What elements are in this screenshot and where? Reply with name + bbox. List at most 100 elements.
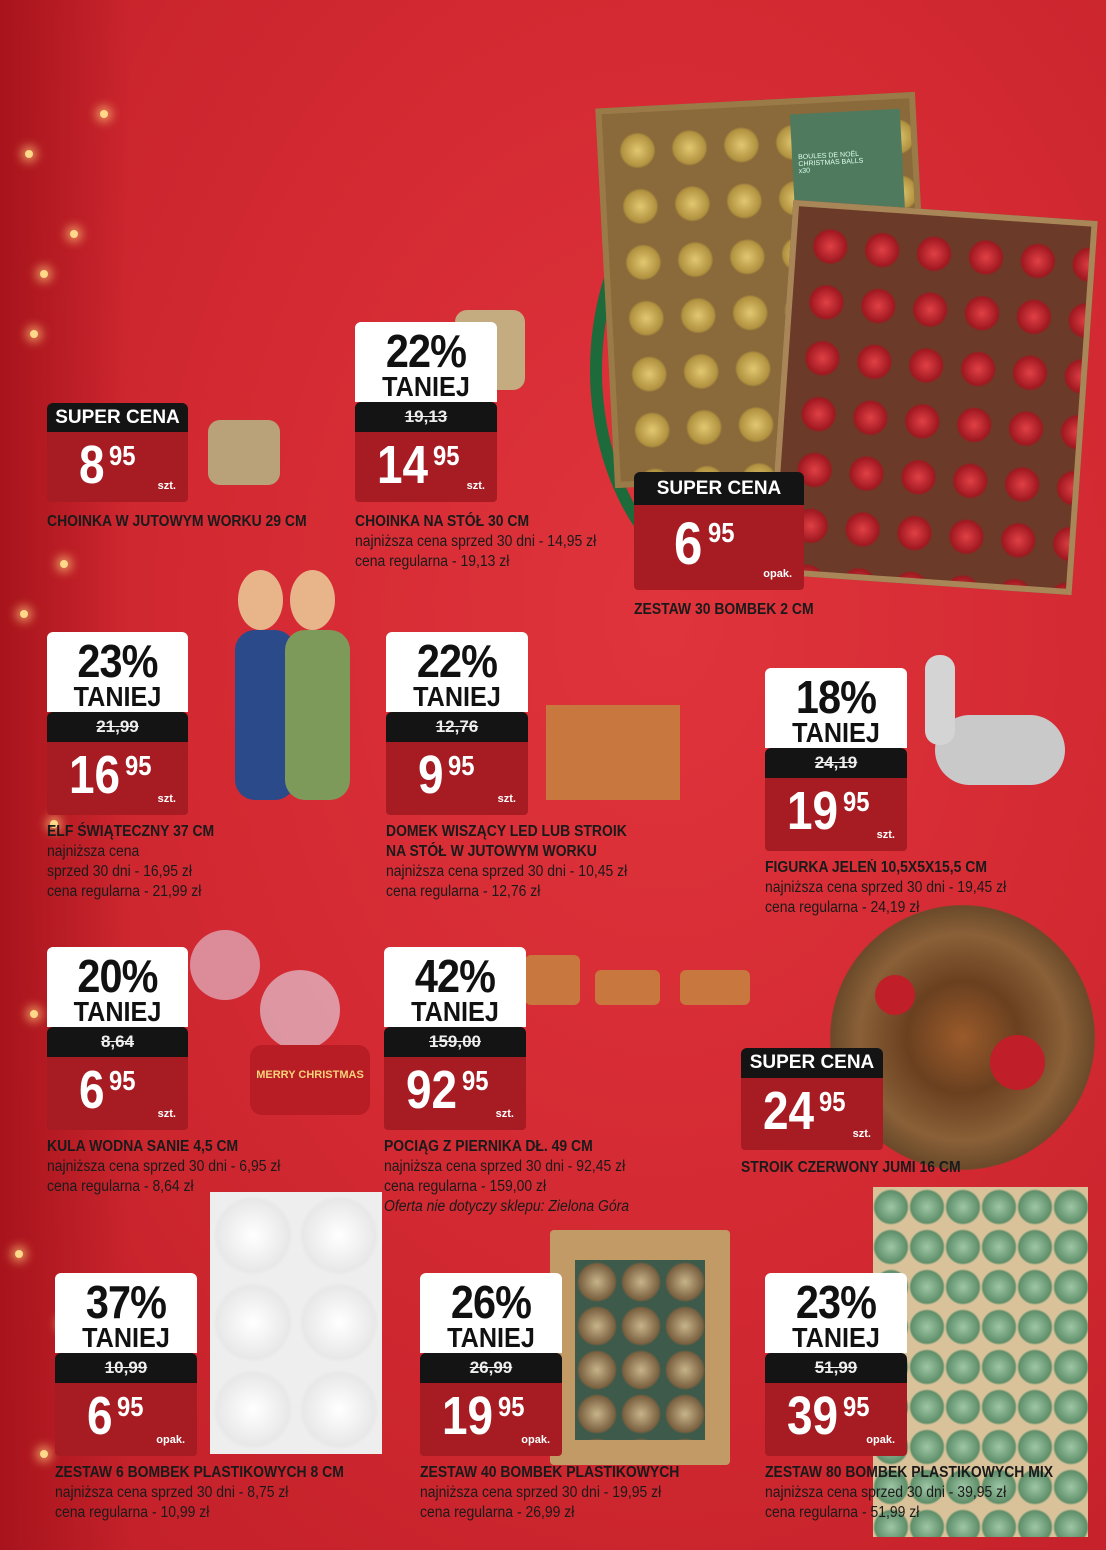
light-bulb [40,1450,48,1458]
price-unit: opak. [763,568,792,580]
price-integer: 8 [79,435,105,495]
current-price: 6 95 opak. [634,505,804,590]
product-description: Choinka w jutowym worku 29 cm [47,512,335,532]
price-integer: 14 [377,435,429,495]
price-integer: 39 [787,1386,839,1446]
product-description: Stroik czerwony Jumi 16 cm [741,1158,985,1178]
current-price: 92 95 szt. [384,1057,526,1130]
old-price: 26,99 [420,1353,562,1383]
product-title: Kula wodna sanie 4,5 cm [47,1138,239,1155]
discount-label: TANIEJ [413,681,501,712]
pack-label: BOULES DE NOËL CHRISTMAS BALLS [797,150,864,169]
discount-badge: 42% TANIEJ 159,00 92 95 szt. [384,947,526,1130]
lowest-price-text: najniższa cena sprzed 30 dni - 19,95 zł [420,1484,662,1501]
discount-percent: 18% [795,671,877,723]
discount-percent-box: 22% TANIEJ [355,322,497,402]
current-price: 6 95 opak. [55,1383,197,1456]
product-title: na stół w jutowym worku [386,843,597,860]
regular-price-text: cena regularna - 19,13 zł [355,553,510,570]
price-integer: 16 [69,745,121,805]
regular-price-text: cena regularna - 159,00 zł [384,1178,547,1195]
regular-price-text: cena regularna - 8,64 zł [47,1178,194,1195]
current-price: 14 95 szt. [355,432,497,502]
discount-percent: 23% [795,1276,877,1328]
price-integer: 92 [406,1060,458,1120]
box-40-baubles-image [550,1230,730,1465]
product-description: Zestaw 30 bombek 2 cm [634,600,834,620]
light-bulb [50,820,58,828]
old-price: 10,99 [55,1353,197,1383]
white-baubles-pack-image [210,1192,382,1454]
current-price: 24 95 szt. [741,1078,883,1150]
discount-badge: 22% TANIEJ 12,76 9 95 szt. [386,632,528,815]
discount-label: TANIEJ [82,1322,170,1353]
light-bulb [30,330,38,338]
light-bulb [100,110,108,118]
lowest-price-text: najniższa cena sprzed 30 dni - 8,75 zł [55,1484,289,1501]
super-price-badge: SUPER CENA 6 95 opak. [634,472,804,590]
price-integer: 9 [418,745,444,805]
price-decimal: 95 [117,1391,144,1422]
super-price-badge: SUPER CENA 24 95 szt. [741,1048,883,1150]
regular-price-text: cena regularna - 10,99 zł [55,1504,210,1521]
discount-percent: 37% [85,1276,167,1328]
discount-badge: 37% TANIEJ 10,99 6 95 opak. [55,1273,197,1456]
lowest-price-text: najniższa cena [47,843,140,860]
old-price: 19,13 [355,402,497,432]
lowest-price-text: najniższa cena sprzed 30 dni - 39,95 zł [765,1484,1007,1501]
regular-price-text: cena regularna - 24,19 zł [765,899,920,916]
discount-percent-box: 20% TANIEJ [47,947,188,1027]
super-price-label: SUPER CENA [634,472,804,505]
product-title: Zestaw 30 bombek 2 cm [634,601,814,618]
product-title: Zestaw 6 bombek plastikowych 8 cm [55,1464,344,1481]
light-bulb [70,230,78,238]
discount-badge: 23% TANIEJ 21,99 16 95 szt. [47,632,188,815]
price-unit: szt. [157,480,176,492]
price-decimal: 95 [498,1391,525,1422]
regular-price-text: cena regularna - 21,99 zł [47,883,202,900]
snow-globe-image: MERRY CHRISTMAS [185,925,375,1120]
pack-count: x30 [798,167,811,176]
price-integer: 19 [787,781,839,841]
product-title: Zestaw 80 bombek plastikowych mix [765,1464,1054,1481]
price-decimal: 95 [125,750,152,781]
discount-percent-box: 22% TANIEJ [386,632,528,712]
price-unit: szt. [157,793,176,805]
light-bulb [20,610,28,618]
current-price: 8 95 szt. [47,432,188,502]
discount-percent: 26% [450,1276,532,1328]
lowest-price-text: sprzed 30 dni - 16,95 zł [47,863,193,880]
price-decimal: 95 [109,1065,136,1096]
table-tree-image [355,30,615,390]
current-price: 9 95 szt. [386,742,528,815]
light-bulb [25,150,33,158]
current-price: 19 95 szt. [765,778,907,851]
price-unit: szt. [852,1128,871,1140]
price-unit: opak. [866,1434,895,1446]
elf-image [230,540,360,910]
price-unit: szt. [157,1108,176,1120]
offer-note: Oferta nie dotyczy sklepu: Zielona Góra [384,1198,630,1215]
lowest-price-text: najniższa cena sprzed 30 dni - 92,45 zł [384,1158,626,1175]
discount-badge: 26% TANIEJ 26,99 19 95 opak. [420,1273,562,1456]
discount-percent: 42% [414,950,496,1002]
product-title: Zestaw 40 bombek plastikowych [420,1464,680,1481]
price-integer: 19 [442,1386,494,1446]
lowest-price-text: najniższa cena sprzed 30 dni - 19,45 zł [765,879,1007,896]
discount-label: TANIEJ [792,1322,880,1353]
product-title: Pociąg z piernika dł. 49 cm [384,1138,593,1155]
discount-percent-box: 42% TANIEJ [384,947,526,1027]
old-price: 24,19 [765,748,907,778]
price-unit: szt. [466,480,485,492]
discount-percent-box: 26% TANIEJ [420,1273,562,1353]
box-80-baubles-image [873,1187,1088,1537]
product-title: Elf świąteczny 37 cm [47,823,215,840]
price-unit: opak. [156,1434,185,1446]
product-description: Figurka jeleń 10,5x5x15,5 cm najniższa ce… [765,858,1033,918]
price-decimal: 95 [109,440,136,471]
product-description: Zestaw 40 bombek plastikowych najniższa c… [420,1463,708,1523]
price-unit: opak. [521,1434,550,1446]
price-unit: szt. [876,829,895,841]
product-title: Stroik czerwony Jumi 16 cm [741,1159,961,1176]
